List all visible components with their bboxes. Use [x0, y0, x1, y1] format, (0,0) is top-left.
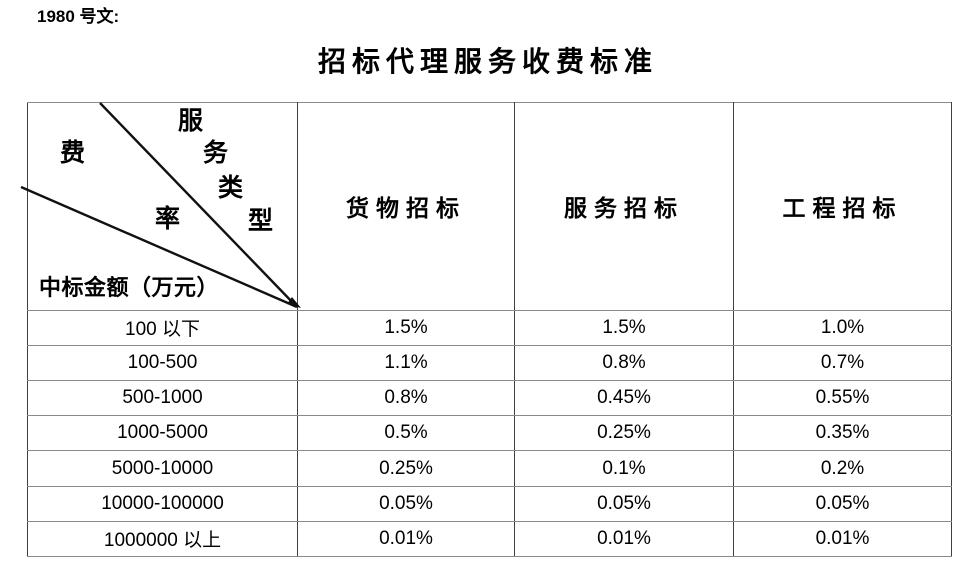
corner-char-service-type-1: 服	[178, 108, 204, 135]
table-row: 5000-10000 0.25% 0.1% 0.2%	[27, 450, 952, 487]
fee-value: 0.01%	[733, 520, 952, 558]
fee-value: 0.25%	[514, 415, 734, 452]
row-label: 100-500	[27, 345, 298, 382]
fee-table: 服 务 类 型 费 率 中标金额（万元） 货物招标 服务招标 工程招标 100 …	[27, 102, 952, 558]
column-header-engineering: 工程招标	[733, 102, 952, 311]
column-header-goods: 货物招标	[297, 102, 515, 311]
corner-char-rate-1: 费	[60, 140, 86, 167]
corner-diagonal-header: 服 务 类 型 费 率 中标金额（万元）	[28, 103, 297, 310]
fee-value: 0.7%	[733, 345, 952, 382]
table-row: 1000-5000 0.5% 0.25% 0.35%	[27, 415, 952, 452]
doc-ref-label: 1980 号文:	[37, 7, 120, 26]
table-row: 1000000 以上 0.01% 0.01% 0.01%	[27, 520, 952, 558]
row-label: 10000-100000	[27, 485, 298, 522]
table-row: 100-500 1.1% 0.8% 0.7%	[27, 345, 952, 382]
fee-value: 0.2%	[733, 450, 952, 487]
corner-char-service-type-2: 务	[203, 140, 229, 167]
fee-value: 0.01%	[514, 520, 734, 558]
table-header-row: 服 务 类 型 费 率 中标金额（万元） 货物招标 服务招标 工程招标	[27, 102, 952, 311]
row-label: 100 以下	[27, 309, 298, 347]
fee-value: 0.8%	[297, 380, 515, 417]
fee-value: 0.05%	[514, 485, 734, 522]
table-corner-cell: 服 务 类 型 费 率 中标金额（万元）	[27, 102, 298, 311]
corner-amount-label: 中标金额（万元）	[39, 275, 220, 300]
row-label: 5000-10000	[27, 450, 298, 487]
row-label: 1000000 以上	[27, 520, 298, 558]
corner-char-service-type-4: 型	[248, 208, 274, 235]
row-label: 500-1000	[27, 380, 298, 417]
table-row: 500-1000 0.8% 0.45% 0.55%	[27, 380, 952, 417]
fee-value: 0.05%	[297, 485, 515, 522]
table-row: 10000-100000 0.05% 0.05% 0.05%	[27, 485, 952, 522]
fee-value: 0.45%	[514, 380, 734, 417]
fee-value: 0.05%	[733, 485, 952, 522]
table-row: 100 以下 1.5% 1.5% 1.0%	[27, 309, 952, 347]
fee-value: 0.01%	[297, 520, 515, 558]
corner-char-service-type-3: 类	[218, 175, 244, 202]
fee-value: 0.55%	[733, 380, 952, 417]
fee-value: 0.8%	[514, 345, 734, 382]
page-title: 招标代理服务收费标准	[317, 47, 658, 78]
row-label: 1000-5000	[27, 415, 298, 452]
corner-char-rate-2: 率	[155, 206, 181, 233]
fee-value: 1.0%	[733, 309, 952, 347]
fee-value: 1.5%	[514, 309, 734, 347]
fee-value: 0.1%	[514, 450, 734, 487]
fee-value: 0.5%	[297, 415, 515, 452]
column-header-service: 服务招标	[514, 102, 734, 311]
fee-value: 1.1%	[297, 345, 515, 382]
fee-value: 1.5%	[297, 309, 515, 347]
fee-value: 0.25%	[297, 450, 515, 487]
fee-value: 0.35%	[733, 415, 952, 452]
